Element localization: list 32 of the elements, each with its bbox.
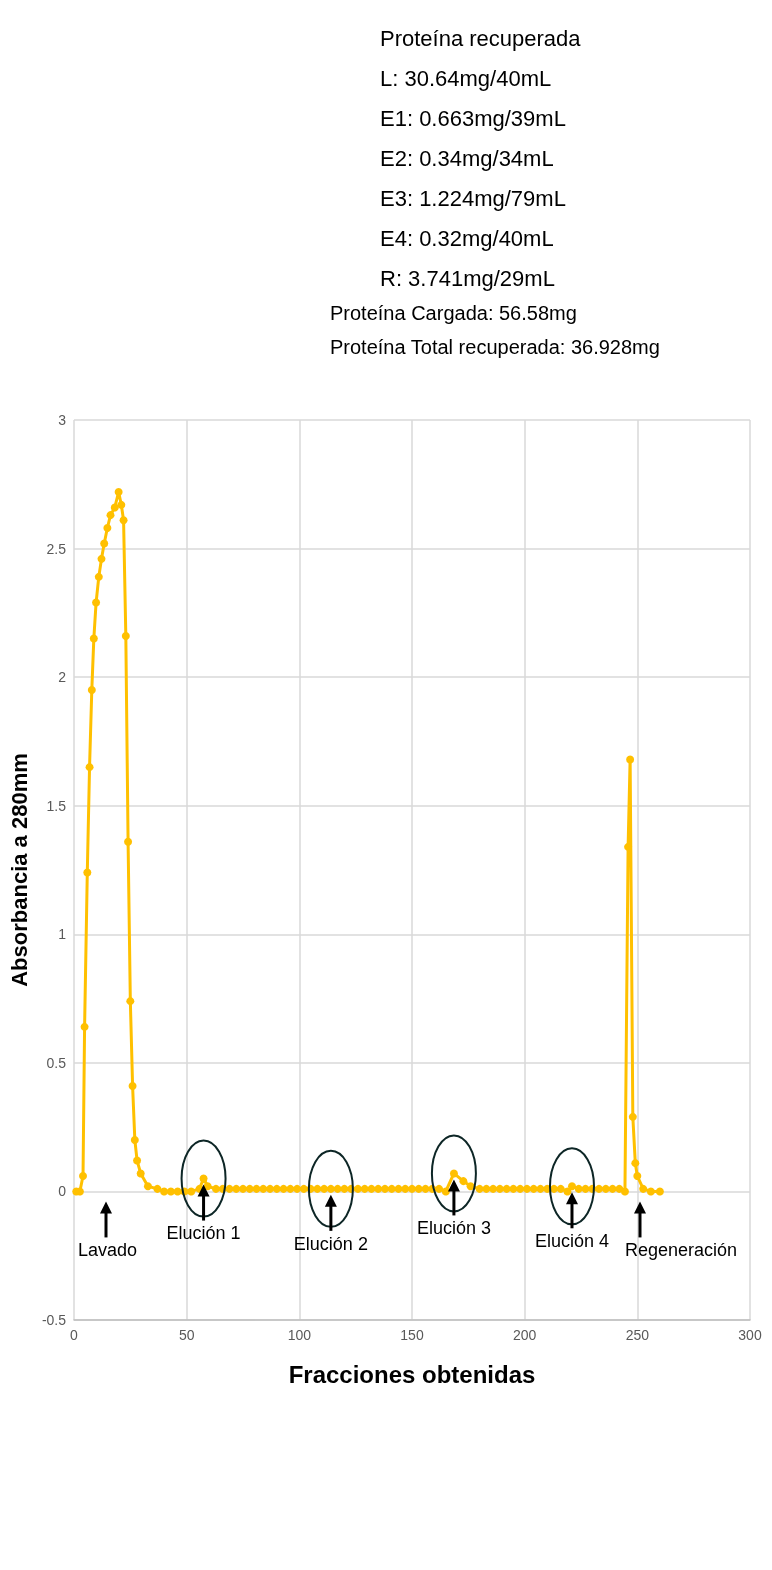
annotation: Elución 3 [416,1218,491,1239]
x-tick-label: 100 [287,1327,312,1343]
text: E4: 0.32mg/40mL [380,225,554,251]
annotation: Lavado [78,1240,138,1261]
x-tick-label: 200 [512,1327,537,1343]
y-tick-label: 2.5 [46,540,67,557]
y-tick-label: -0.5 [41,1312,67,1328]
x-tick-label: 250 [625,1327,650,1343]
x-tick-label: 0 [70,1327,79,1343]
text: R: 3.741mg/29mL [380,265,555,291]
x-tick-label: 150 [400,1327,424,1343]
annotation: Elución 4 [534,1231,610,1252]
annotation: Regeneración [625,1240,738,1261]
text: E2: 0.34mg/34mL [380,145,554,171]
y-tick-label: 1 [58,926,67,943]
text: E3: 1.224mg/79mL [380,185,566,211]
x-tick-label: 300 [738,1327,762,1343]
text: Proteína Cargada: 56.58mg [330,302,577,325]
y-tick-label: 0.5 [46,1054,67,1071]
y-tick-label: 3 [58,412,67,428]
text: Proteína recuperada [380,25,582,51]
annotation: Elución 2 [293,1233,368,1254]
text: L: 30.64mg/40mL [380,65,552,91]
text: E1: 0.663mg/39mL [380,105,566,131]
y-tick-label: 1.5 [46,797,67,814]
y-tick-label: 0 [58,1183,67,1200]
y-axis-title: Absorbancia a 280mm [6,753,32,987]
y-tick-label: 2 [58,669,67,686]
text: Proteína Total recuperada: 36.928mg [330,336,660,359]
x-axis-title: Fracciones obtenidas [288,1360,536,1388]
x-tick-label: 50 [178,1327,195,1343]
annotation: Elución 1 [166,1223,241,1244]
